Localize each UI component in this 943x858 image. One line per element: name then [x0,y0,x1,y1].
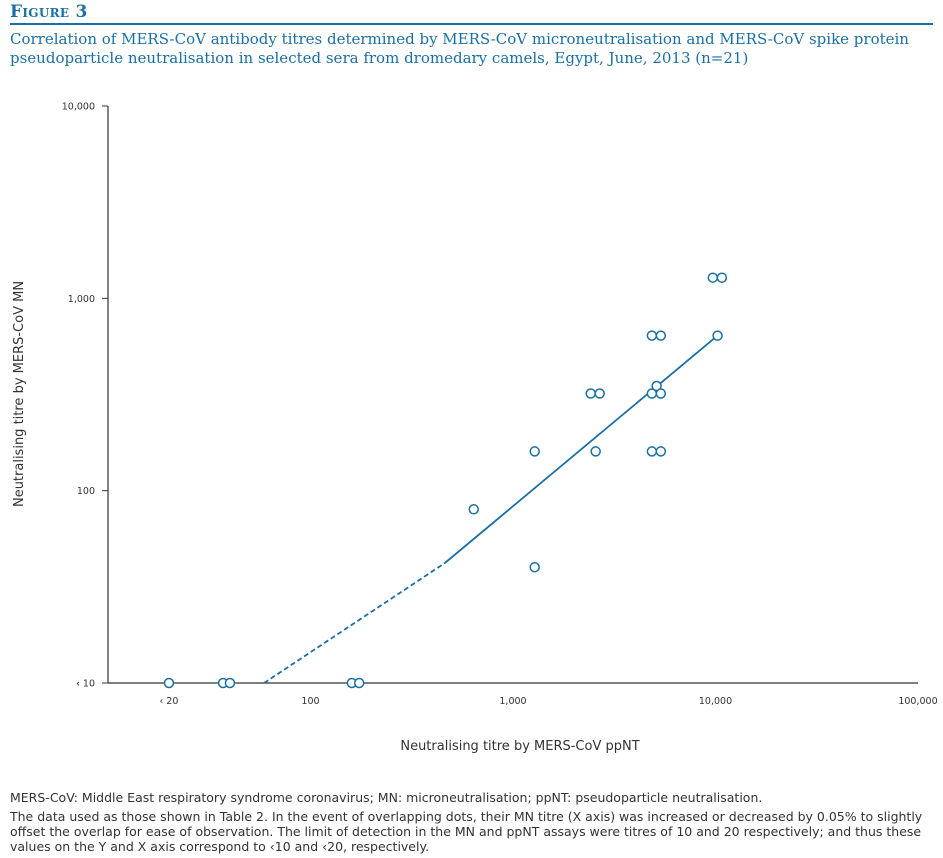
figure-caption: Correlation of MERS-CoV antibody titres … [10,30,909,67]
footnote-abbreviations: MERS-CoV: Middle East respiratory syndro… [10,790,763,805]
data-point [590,446,601,457]
data-points [163,272,728,689]
figure-label: Figure 3 [10,2,88,22]
data-point [529,446,540,457]
data-point [716,272,728,283]
fit-line-dashed [263,562,446,684]
x-tick-label: 100 [301,696,319,707]
data-point [594,388,605,399]
footnote-data-note: The data used as those shown in Table 2.… [10,809,923,854]
y-tick-label: 1,000 [68,294,95,305]
data-point [529,561,540,573]
data-point [655,446,667,457]
data-point [163,677,175,689]
data-point [646,330,658,341]
data-point [585,388,596,399]
x-axis-label: Neutralising titre by MERS-CoV ppNT [400,739,639,754]
fit-line-solid [444,334,719,564]
x-tick-label: 100,000 [898,696,937,707]
x-tick-label: ‹ 20 [159,696,178,707]
x-tick-label: 1,000 [499,696,526,707]
data-point [468,504,480,515]
scatter-chart: ‹ 10 100 1,000 10,000 ‹ 20 100 1,000 10,000 100,… [12,102,938,755]
data-point [707,272,719,283]
y-tick-label: 10,000 [62,102,95,113]
data-point [655,388,667,399]
data-point [655,330,667,341]
data-point [646,446,658,457]
axes: ‹ 10 100 1,000 10,000 ‹ 20 100 1,000 10,000 100,… [62,102,938,708]
y-tick-label: ‹ 10 [76,679,95,690]
data-point [353,677,365,689]
x-tick-label: 10,000 [699,696,732,707]
fit-line [263,334,719,684]
data-point [224,677,236,689]
data-point [712,330,723,341]
y-axis-label: Neutralising titre by MERS-CoV MN [12,281,27,507]
y-tick-label: 100 [77,486,95,497]
figure-title-rule [10,23,933,25]
